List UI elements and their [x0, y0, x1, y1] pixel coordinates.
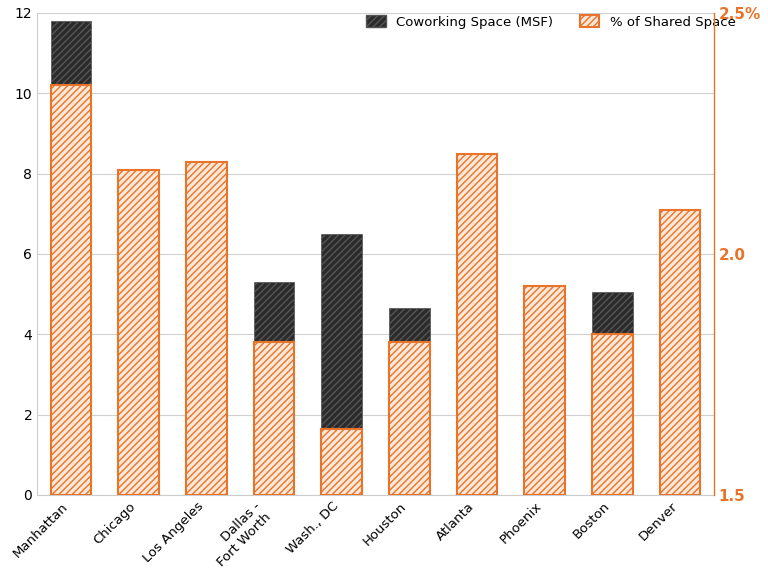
Bar [592, 334, 633, 495]
Bar [118, 169, 159, 495]
Bar [253, 342, 294, 495]
Bar [660, 346, 700, 495]
Bar [321, 234, 362, 495]
Bar [592, 292, 633, 495]
Bar [525, 374, 565, 495]
Bar [321, 429, 362, 495]
Bar [186, 162, 227, 495]
Bar [389, 308, 429, 495]
Bar [51, 85, 91, 495]
Bar [118, 204, 159, 495]
Bar [389, 342, 429, 495]
Bar [660, 210, 700, 495]
Bar [457, 302, 498, 495]
Legend: Coworking Space (MSF), % of Shared Space: Coworking Space (MSF), % of Shared Space [361, 10, 741, 34]
Bar [253, 282, 294, 495]
Bar [186, 226, 227, 495]
Bar [525, 286, 565, 495]
Bar [457, 154, 498, 495]
Bar [51, 21, 91, 495]
